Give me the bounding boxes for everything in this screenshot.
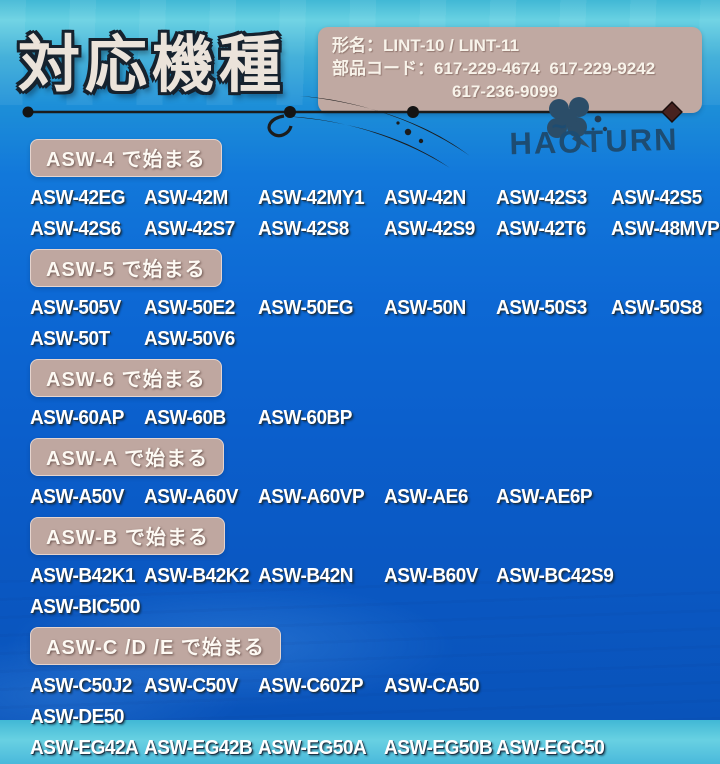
model-number: ASW-50T xyxy=(30,328,110,350)
product-info-box: 形名：LINT-10 / LINT-11 部品コード：617-229-4674 … xyxy=(318,27,702,113)
model-section: ASW-A で始まる ASW-A50V ASW-A60V ASW-A60VP ASW-… xyxy=(30,434,720,513)
section-badge: ASW-5 で始まる xyxy=(30,249,222,287)
model-number: ASW-B42N xyxy=(258,565,354,587)
model-number: ASW-50EG xyxy=(258,297,354,319)
model-row: ASW-B42K1 ASW-B42K2 ASW-B42N ASW-B60V ASW-BC… xyxy=(30,561,720,592)
model-row: ASW-60AP ASW-60B ASW-60BP xyxy=(30,403,720,434)
model-number: ASW-50V6 xyxy=(144,328,235,350)
model-number: ASW-50E2 xyxy=(144,297,235,319)
part-code-line-2: 617-236-9099 xyxy=(452,81,558,101)
model-row: ASW-42S6 ASW-42S7 ASW-42S8 ASW-42S9 ASW-42T6… xyxy=(30,214,720,245)
model-row: ASW-42EG ASW-42M ASW-42MY1 ASW-42N ASW-42S3 A… xyxy=(30,183,720,214)
model-number: ASW-42S7 xyxy=(144,218,235,240)
model-number: ASW-DE50 xyxy=(30,706,125,728)
model-number: ASW-C50J2 xyxy=(30,675,132,697)
model-number: ASW-50S8 xyxy=(611,297,702,319)
model-number: ASW-42S5 xyxy=(611,187,702,209)
section-badge: ASW-4 で始まる xyxy=(30,139,222,177)
model-number: ASW-60B xyxy=(144,407,226,429)
model-number: ASW-EG50B xyxy=(384,737,493,759)
model-number: ASW-60BP xyxy=(258,407,353,429)
model-number: ASW-A60VP xyxy=(258,486,365,508)
model-number: ASW-B42K2 xyxy=(144,565,250,587)
model-number: ASW-505V xyxy=(30,297,121,319)
model-number: ASW-42MY1 xyxy=(258,187,365,209)
model-number: ASW-42M xyxy=(144,187,228,209)
model-section: ASW-5 で始まる ASW-505V ASW-50E2 ASW-50EG ASW-5… xyxy=(30,245,720,355)
model-name-line: 形名：LINT-10 / LINT-11 xyxy=(332,36,520,55)
model-number: ASW-AE6 xyxy=(384,486,468,508)
model-number: ASW-42S3 xyxy=(496,187,587,209)
model-section: ASW-6 で始まる ASW-60AP ASW-60B ASW-60BP xyxy=(30,355,720,434)
model-number: ASW-50S3 xyxy=(496,297,587,319)
model-number: ASW-A50V xyxy=(30,486,125,508)
model-section: ASW-B で始まる ASW-B42K1 ASW-B42K2 ASW-B42N ASW… xyxy=(30,513,720,623)
model-number: ASW-A60V xyxy=(144,486,239,508)
model-number: ASW-C50V xyxy=(144,675,239,697)
model-number: ASW-42S6 xyxy=(30,218,121,240)
model-number: ASW-50N xyxy=(384,297,466,319)
model-number: ASW-EG42A xyxy=(30,737,139,759)
model-row: ASW-BIC500 xyxy=(30,592,720,623)
model-row: ASW-EG42A ASW-EG42B ASW-EG50A ASW-EG50B ASW-… xyxy=(30,733,720,764)
section-badge: ASW-A で始まる xyxy=(30,438,225,476)
model-number: ASW-BC42S9 xyxy=(496,565,614,587)
model-number: ASW-AE6P xyxy=(496,486,593,508)
model-number: ASW-EG42B xyxy=(144,737,253,759)
model-number: ASW-EGC50 xyxy=(496,737,605,759)
ink-dot-3 xyxy=(396,121,400,125)
part-code-line-1: 部品コード：617-229-4674 617-229-9242 xyxy=(332,58,656,78)
section-badge: ASW-C /D /E で始まる xyxy=(30,627,281,665)
model-number: ASW-BIC500 xyxy=(30,596,140,618)
model-number: ASW-42N xyxy=(384,187,466,209)
page-title: 対応機種 xyxy=(18,31,287,100)
model-section: ASW-C /D /E で始まる ASW-C50J2 ASW-C50V ASW-C6… xyxy=(30,623,720,764)
model-row: ASW-C50J2 ASW-C50V ASW-C60ZP ASW-CA50 xyxy=(30,671,720,702)
model-number: ASW-EG50A xyxy=(258,737,367,759)
model-number: ASW-C60ZP xyxy=(258,675,364,697)
divider-dot-mid-1 xyxy=(284,106,296,118)
model-number: ASW-B60V xyxy=(384,565,479,587)
model-row: ASW-50T ASW-50V6 xyxy=(30,324,720,355)
model-row: ASW-DE50 xyxy=(30,702,720,733)
model-number: ASW-B42K1 xyxy=(30,565,136,587)
model-row: ASW-A50V ASW-A60V ASW-A60VP ASW-AE6 ASW-AE6P xyxy=(30,482,720,513)
model-number: ASW-42S8 xyxy=(258,218,349,240)
section-badge: ASW-6 で始まる xyxy=(30,359,222,397)
divider-dot-left xyxy=(22,106,34,118)
sections: ASW-4 で始まる ASW-42EG ASW-42M ASW-42MY1 ASW-4… xyxy=(30,135,720,764)
flourish-curl xyxy=(267,114,293,138)
model-number: ASW-42EG xyxy=(30,187,126,209)
model-number: ASW-42S9 xyxy=(384,218,475,240)
model-row: ASW-505V ASW-50E2 ASW-50EG ASW-50N ASW-50S3 A… xyxy=(30,293,720,324)
model-number: ASW-CA50 xyxy=(384,675,480,697)
model-number: ASW-42T6 xyxy=(496,218,586,240)
model-section: ASW-4 で始まる ASW-42EG ASW-42M ASW-42MY1 ASW-4… xyxy=(30,135,720,245)
section-badge: ASW-B で始まる xyxy=(30,517,225,555)
model-number: ASW-60AP xyxy=(30,407,125,429)
model-number: ASW-48MVP xyxy=(611,218,720,240)
